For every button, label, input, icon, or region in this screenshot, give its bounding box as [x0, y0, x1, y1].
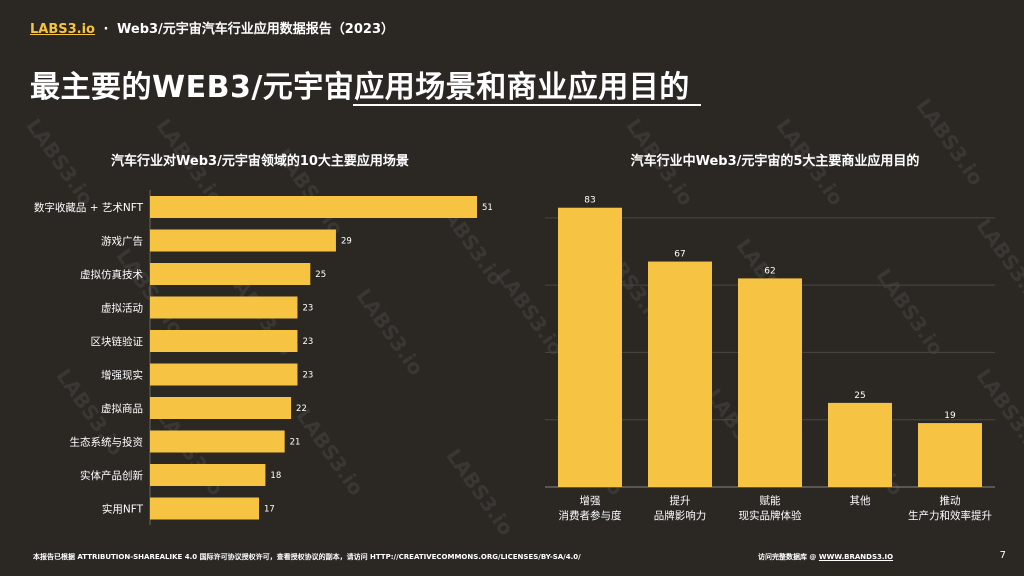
database-note: 访问完整数据库 @ WWW.BRANDS3.IO — [758, 552, 893, 562]
data-label: 21 — [290, 438, 301, 448]
bar — [150, 363, 298, 386]
report-title: Web3/元宇宙汽车行业应用数据报告（2023） — [117, 22, 394, 37]
bar — [150, 430, 285, 453]
data-label: 83 — [584, 196, 595, 206]
bar — [918, 423, 982, 487]
data-label: 23 — [302, 304, 313, 314]
category-label: 品牌影响力 — [654, 509, 707, 522]
category-label: 生态系统与投资 — [70, 436, 144, 449]
page-number: 7 — [999, 550, 1006, 561]
category-label: 实用NFT — [102, 503, 144, 516]
data-label: 67 — [674, 250, 685, 260]
category-label: 虚拟活动 — [101, 302, 143, 315]
license-note: 本报告已根据 ATTRIBUTION-SHAREALIKE 4.0 国际许可协议… — [33, 553, 581, 561]
category-label: 增强现实 — [101, 369, 143, 382]
report-header: LABS3.io · Web3/元宇宙汽车行业应用数据报告（2023） — [30, 18, 394, 37]
bar — [648, 261, 712, 487]
bar — [150, 464, 266, 486]
bar — [150, 196, 477, 218]
data-label: 17 — [264, 505, 275, 515]
data-label: 51 — [482, 203, 493, 213]
category-label: 生产力和效率提升 — [908, 509, 992, 522]
data-label: 23 — [302, 371, 313, 381]
data-label: 25 — [854, 391, 865, 401]
bar — [828, 402, 892, 487]
labs3-logo[interactable]: LABS3.io — [30, 22, 95, 37]
data-label: 62 — [764, 266, 775, 276]
category-label: 虚拟仿真技术 — [80, 268, 143, 281]
category-label: 赋能 — [760, 494, 781, 507]
data-label: 22 — [296, 404, 307, 414]
bar — [150, 229, 336, 252]
bar — [150, 497, 259, 520]
data-label: 18 — [270, 471, 281, 481]
category-label: 虚拟商品 — [101, 402, 143, 415]
category-label: 提升 — [670, 495, 691, 507]
data-label: 23 — [302, 337, 313, 347]
title-underline — [353, 104, 701, 106]
page-title: 最主要的WEB3/元宇宙应用场景和商业应用目的 — [30, 70, 690, 105]
header-separator: · — [103, 22, 109, 37]
category-label: 消费者参与度 — [559, 509, 622, 522]
bar — [150, 263, 311, 285]
bar — [738, 278, 802, 487]
category-label: 区块链验证 — [91, 335, 144, 348]
category-label: 游戏广告 — [101, 235, 143, 248]
data-label: 29 — [341, 237, 352, 247]
bar — [558, 207, 622, 487]
database-prefix: 访问完整数据库 @ — [758, 553, 819, 561]
category-label: 数字收藏品 + 艺术NFT — [34, 201, 144, 214]
category-label: 实体产品创新 — [80, 469, 143, 482]
bar — [150, 330, 298, 352]
category-label: 其他 — [850, 494, 871, 507]
database-link[interactable]: WWW.BRANDS3.IO — [818, 553, 894, 561]
chart1-title: 汽车行业对Web3/元宇宙领域的10大主要应用场景 — [111, 154, 409, 169]
data-label: 25 — [315, 270, 326, 280]
category-label: 现实品牌体验 — [739, 509, 802, 522]
bar — [150, 296, 298, 319]
chart2-title: 汽车行业中Web3/元宇宙的5大主要商业应用目的 — [630, 154, 920, 169]
bar — [150, 397, 292, 419]
data-label: 19 — [944, 411, 956, 421]
category-label: 增强 — [580, 494, 601, 507]
category-label: 推动 — [940, 494, 961, 507]
